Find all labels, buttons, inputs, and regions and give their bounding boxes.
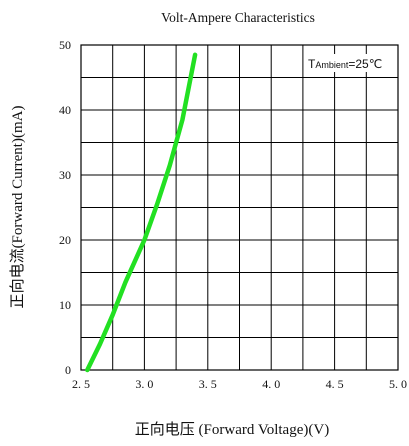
- y-tick-label-2: 20: [59, 233, 71, 247]
- annotation-subscript: Ambient: [315, 60, 349, 70]
- x-tick-label-1: 3. 0: [135, 377, 153, 391]
- y-tick-label-1: 10: [59, 298, 71, 312]
- y-tick-label-3: 30: [59, 168, 71, 182]
- y-axis-label: 正向电流(Forward Current)(mA): [9, 106, 26, 309]
- series-line-0: [85, 52, 198, 373]
- x-tick-label-2: 3. 5: [199, 377, 217, 391]
- chart-title: Volt-Ampere Characteristics: [161, 10, 315, 25]
- x-tick-label-4: 4. 5: [326, 377, 344, 391]
- svg-text:TAmbient=25℃: TAmbient=25℃: [308, 57, 382, 71]
- series-group: [85, 52, 198, 373]
- x-tick-label-5: 5. 0: [389, 377, 407, 391]
- x-tick-labels: 2. 5 3. 0 3. 5 4. 0 4. 5 5. 0: [72, 377, 407, 391]
- x-tick-label-0: 2. 5: [72, 377, 90, 391]
- x-tick-label-3: 4. 0: [262, 377, 280, 391]
- y-tick-label-4: 40: [59, 103, 71, 117]
- ambient-annotation: TAmbient=25℃: [305, 54, 397, 72]
- annotation-prefix: T: [308, 57, 316, 71]
- annotation-suffix: =25℃: [348, 57, 382, 71]
- y-tick-label-5: 50: [59, 38, 71, 52]
- x-axis-label: 正向电压 (Forward Voltage)(V): [135, 421, 329, 438]
- y-tick-label-0: 0: [65, 363, 71, 377]
- grid: [80, 44, 399, 371]
- plot-frame: [80, 44, 399, 371]
- y-tick-labels: 0 10 20 30 40 50: [59, 38, 71, 377]
